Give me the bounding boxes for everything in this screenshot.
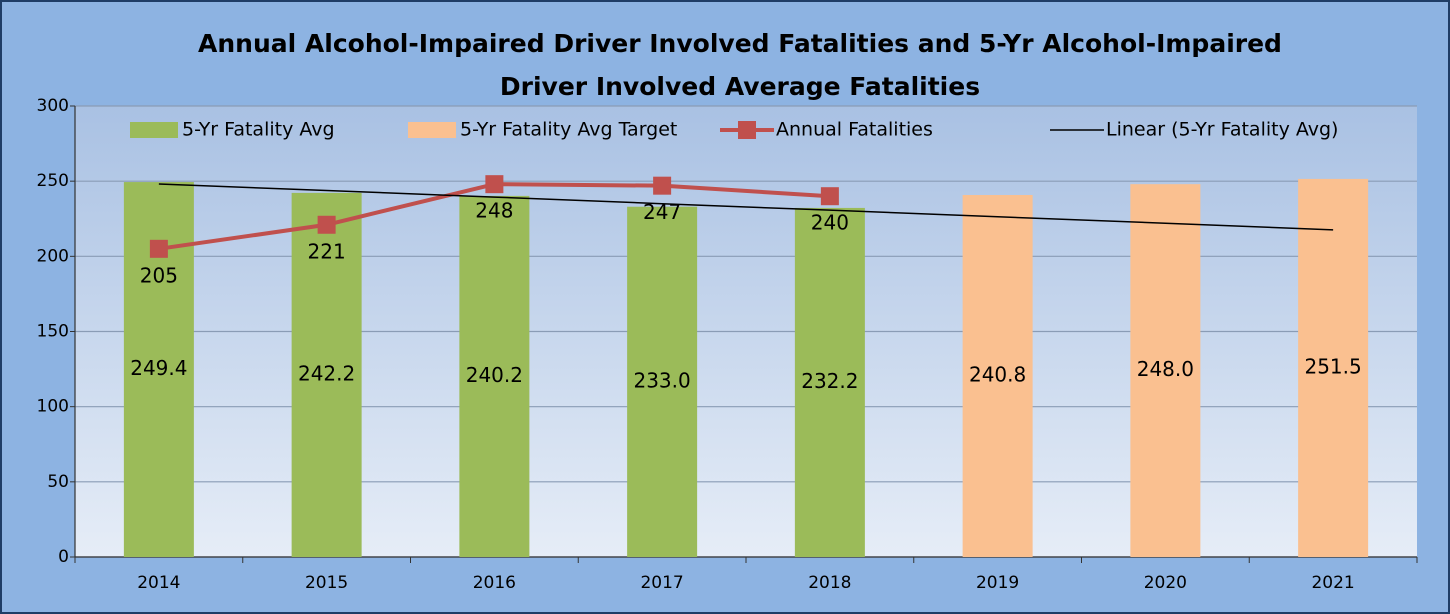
line-marker: [317, 215, 336, 234]
bar: [794, 207, 865, 557]
x-tick-label: 2014: [137, 573, 180, 593]
x-tick-label: 2021: [1311, 573, 1354, 593]
bar: [459, 195, 530, 557]
data-label: 233.0: [633, 368, 690, 392]
data-label: 240: [811, 211, 849, 235]
bar: [627, 206, 698, 557]
data-label: 247: [643, 200, 681, 224]
data-label: 242.2: [298, 361, 355, 385]
legend-label: 5-Yr Fatality Avg: [182, 119, 335, 141]
bar: [962, 194, 1033, 558]
y-tick-label: 250: [37, 171, 69, 191]
data-label: 232.2: [801, 369, 858, 393]
legend-swatch: [408, 122, 456, 138]
data-label: 221: [308, 239, 346, 263]
y-tick-label: 50: [47, 472, 69, 492]
x-tick-label: 2015: [305, 573, 348, 593]
bar: [1130, 184, 1201, 557]
x-tick-label: 2016: [473, 573, 516, 593]
chart-title: Annual Alcohol-Impaired Driver Involved …: [198, 29, 1282, 58]
legend-swatch: [130, 122, 178, 138]
x-tick-label: 2019: [976, 573, 1019, 593]
line-marker: [485, 175, 504, 194]
chart-title: Driver Involved Average Fatalities: [500, 72, 980, 101]
legend-label: 5-Yr Fatality Avg Target: [460, 119, 677, 141]
line-marker: [149, 239, 168, 258]
y-tick-label: 200: [37, 246, 69, 266]
x-tick-label: 2017: [640, 573, 683, 593]
y-tick-label: 150: [37, 322, 69, 342]
data-label: 249.4: [130, 356, 187, 380]
x-tick-label: 2020: [1144, 573, 1187, 593]
y-tick-label: 0: [58, 547, 69, 567]
legend-label: Linear (5-Yr Fatality Avg): [1106, 119, 1338, 141]
legend-label: Annual Fatalities: [776, 119, 933, 141]
legend-marker: [738, 121, 756, 139]
bar: [291, 192, 362, 557]
y-tick-label: 100: [37, 397, 69, 417]
data-label: 251.5: [1304, 354, 1361, 378]
y-tick-label: 300: [37, 96, 69, 116]
bar: [1298, 178, 1369, 557]
x-tick-label: 2018: [808, 573, 851, 593]
trend-line: [158, 183, 1334, 231]
data-label: 240.2: [466, 363, 523, 387]
data-label: 205: [140, 263, 178, 287]
line-marker: [820, 187, 839, 206]
data-label: 248: [475, 199, 513, 223]
line-marker: [653, 176, 672, 195]
data-label: 248.0: [1137, 357, 1194, 381]
data-label: 240.8: [969, 362, 1026, 386]
